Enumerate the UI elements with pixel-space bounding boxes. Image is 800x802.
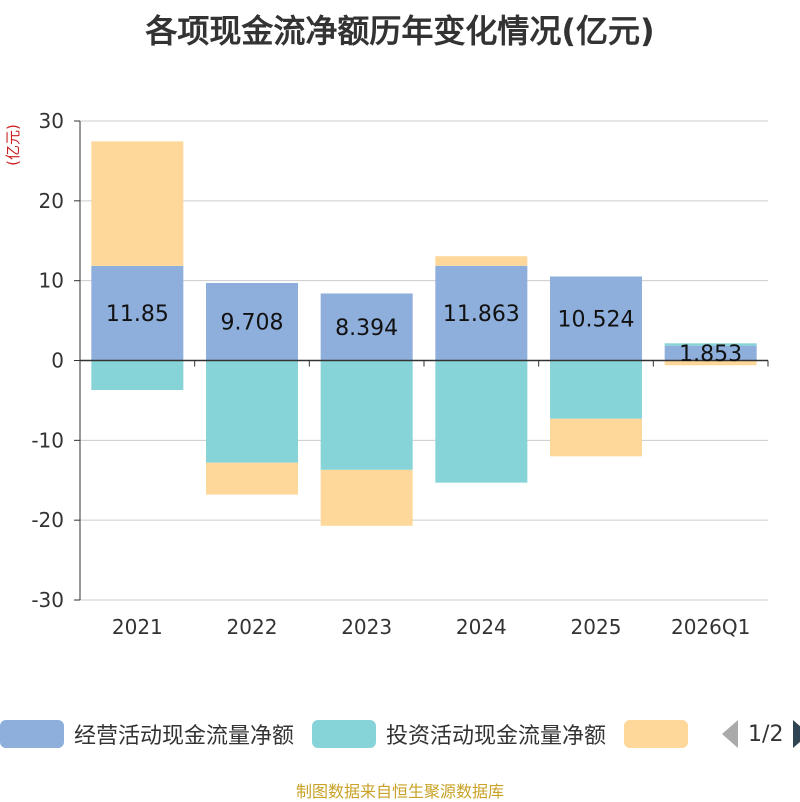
x-tick-label: 2026Q1: [671, 615, 750, 639]
data-label: 9.708: [221, 311, 284, 336]
chart-title: 各项现金流净额历年变化情况(亿元): [145, 12, 655, 50]
bar-operating-2021: [91, 265, 184, 361]
axes: 30 20 10 0 -10 -20 -30 2021 2022 2023 2024 2025 2026…: [31, 109, 769, 639]
legend-swatch-investing: [312, 720, 377, 748]
bar-investing-2023: [320, 360, 413, 470]
legend: 经营活动现金流量净额 投资活动现金流量净额 1/2: [0, 714, 800, 754]
y-tick-label: 0: [51, 349, 64, 373]
stacked-bar-chart: 30 20 10 0 -10 -20 -30 2021 2022 2023 2024 2025 2026…: [4, 109, 769, 639]
y-tick-label: -10: [31, 428, 64, 452]
source-note: 制图数据来自恒生聚源数据库: [295, 782, 504, 801]
bar-financing-2025: [550, 418, 642, 457]
legend-swatch-financing: [624, 720, 689, 748]
bar-investing-2022: [206, 360, 298, 463]
bar-operating-2024: [435, 265, 528, 361]
chevron-left-icon[interactable]: [722, 720, 739, 748]
data-label: 11.85: [106, 302, 169, 327]
legend-label-investing: 投资活动现金流量净额: [386, 724, 607, 749]
legend-item-operating[interactable]: 经营活动现金流量净额: [0, 718, 294, 750]
y-tick-label: -30: [31, 588, 64, 612]
data-label: 11.863: [443, 302, 520, 327]
gridlines: [80, 120, 768, 601]
bar-operating-2025: [550, 276, 642, 361]
data-label: 1.853: [679, 342, 742, 367]
bar-investing-2021: [91, 360, 184, 391]
data-labels: 11.85 9.708 8.394 11.863 10.524 1.853: [106, 302, 742, 367]
y-axis-label: (亿元): [4, 124, 22, 166]
legend-page-indicator: 1/2: [748, 721, 784, 747]
data-label: 10.524: [558, 307, 635, 332]
y-tick-label: 20: [39, 189, 64, 213]
x-tick-label: 2025: [571, 615, 622, 639]
x-tick-label: 2023: [341, 615, 392, 639]
bar-financing-2024: [435, 256, 528, 266]
legend-label-operating: 经营活动现金流量净额: [74, 724, 295, 749]
chevron-right-icon[interactable]: [793, 720, 800, 748]
bar-financing-2021: [91, 141, 184, 266]
bar-financing-2023: [320, 469, 413, 526]
y-tick-label: 30: [39, 109, 64, 133]
bar-operating-2023: [320, 293, 413, 361]
bar-financing-2022: [206, 462, 298, 495]
legend-pager: 1/2: [722, 720, 800, 748]
legend-item-financing[interactable]: [624, 720, 698, 748]
y-tick-label: -20: [31, 508, 64, 532]
bars: [91, 141, 757, 526]
bar-operating-2026Q1: [664, 345, 757, 361]
bar-investing-2026Q1: [664, 343, 757, 346]
x-tick-label: 2021: [112, 615, 163, 639]
legend-item-investing[interactable]: 投资活动现金流量净额: [312, 718, 606, 750]
bar-investing-2024: [435, 360, 528, 483]
bar-operating-2022: [206, 282, 298, 361]
x-tick-label: 2024: [456, 615, 507, 639]
data-label: 8.394: [335, 316, 398, 341]
legend-swatch-operating: [0, 720, 64, 748]
x-tick-label: 2022: [227, 615, 278, 639]
bar-investing-2025: [550, 360, 642, 419]
y-tick-label: 10: [39, 269, 64, 293]
bar-financing-2026Q1: [664, 360, 757, 366]
